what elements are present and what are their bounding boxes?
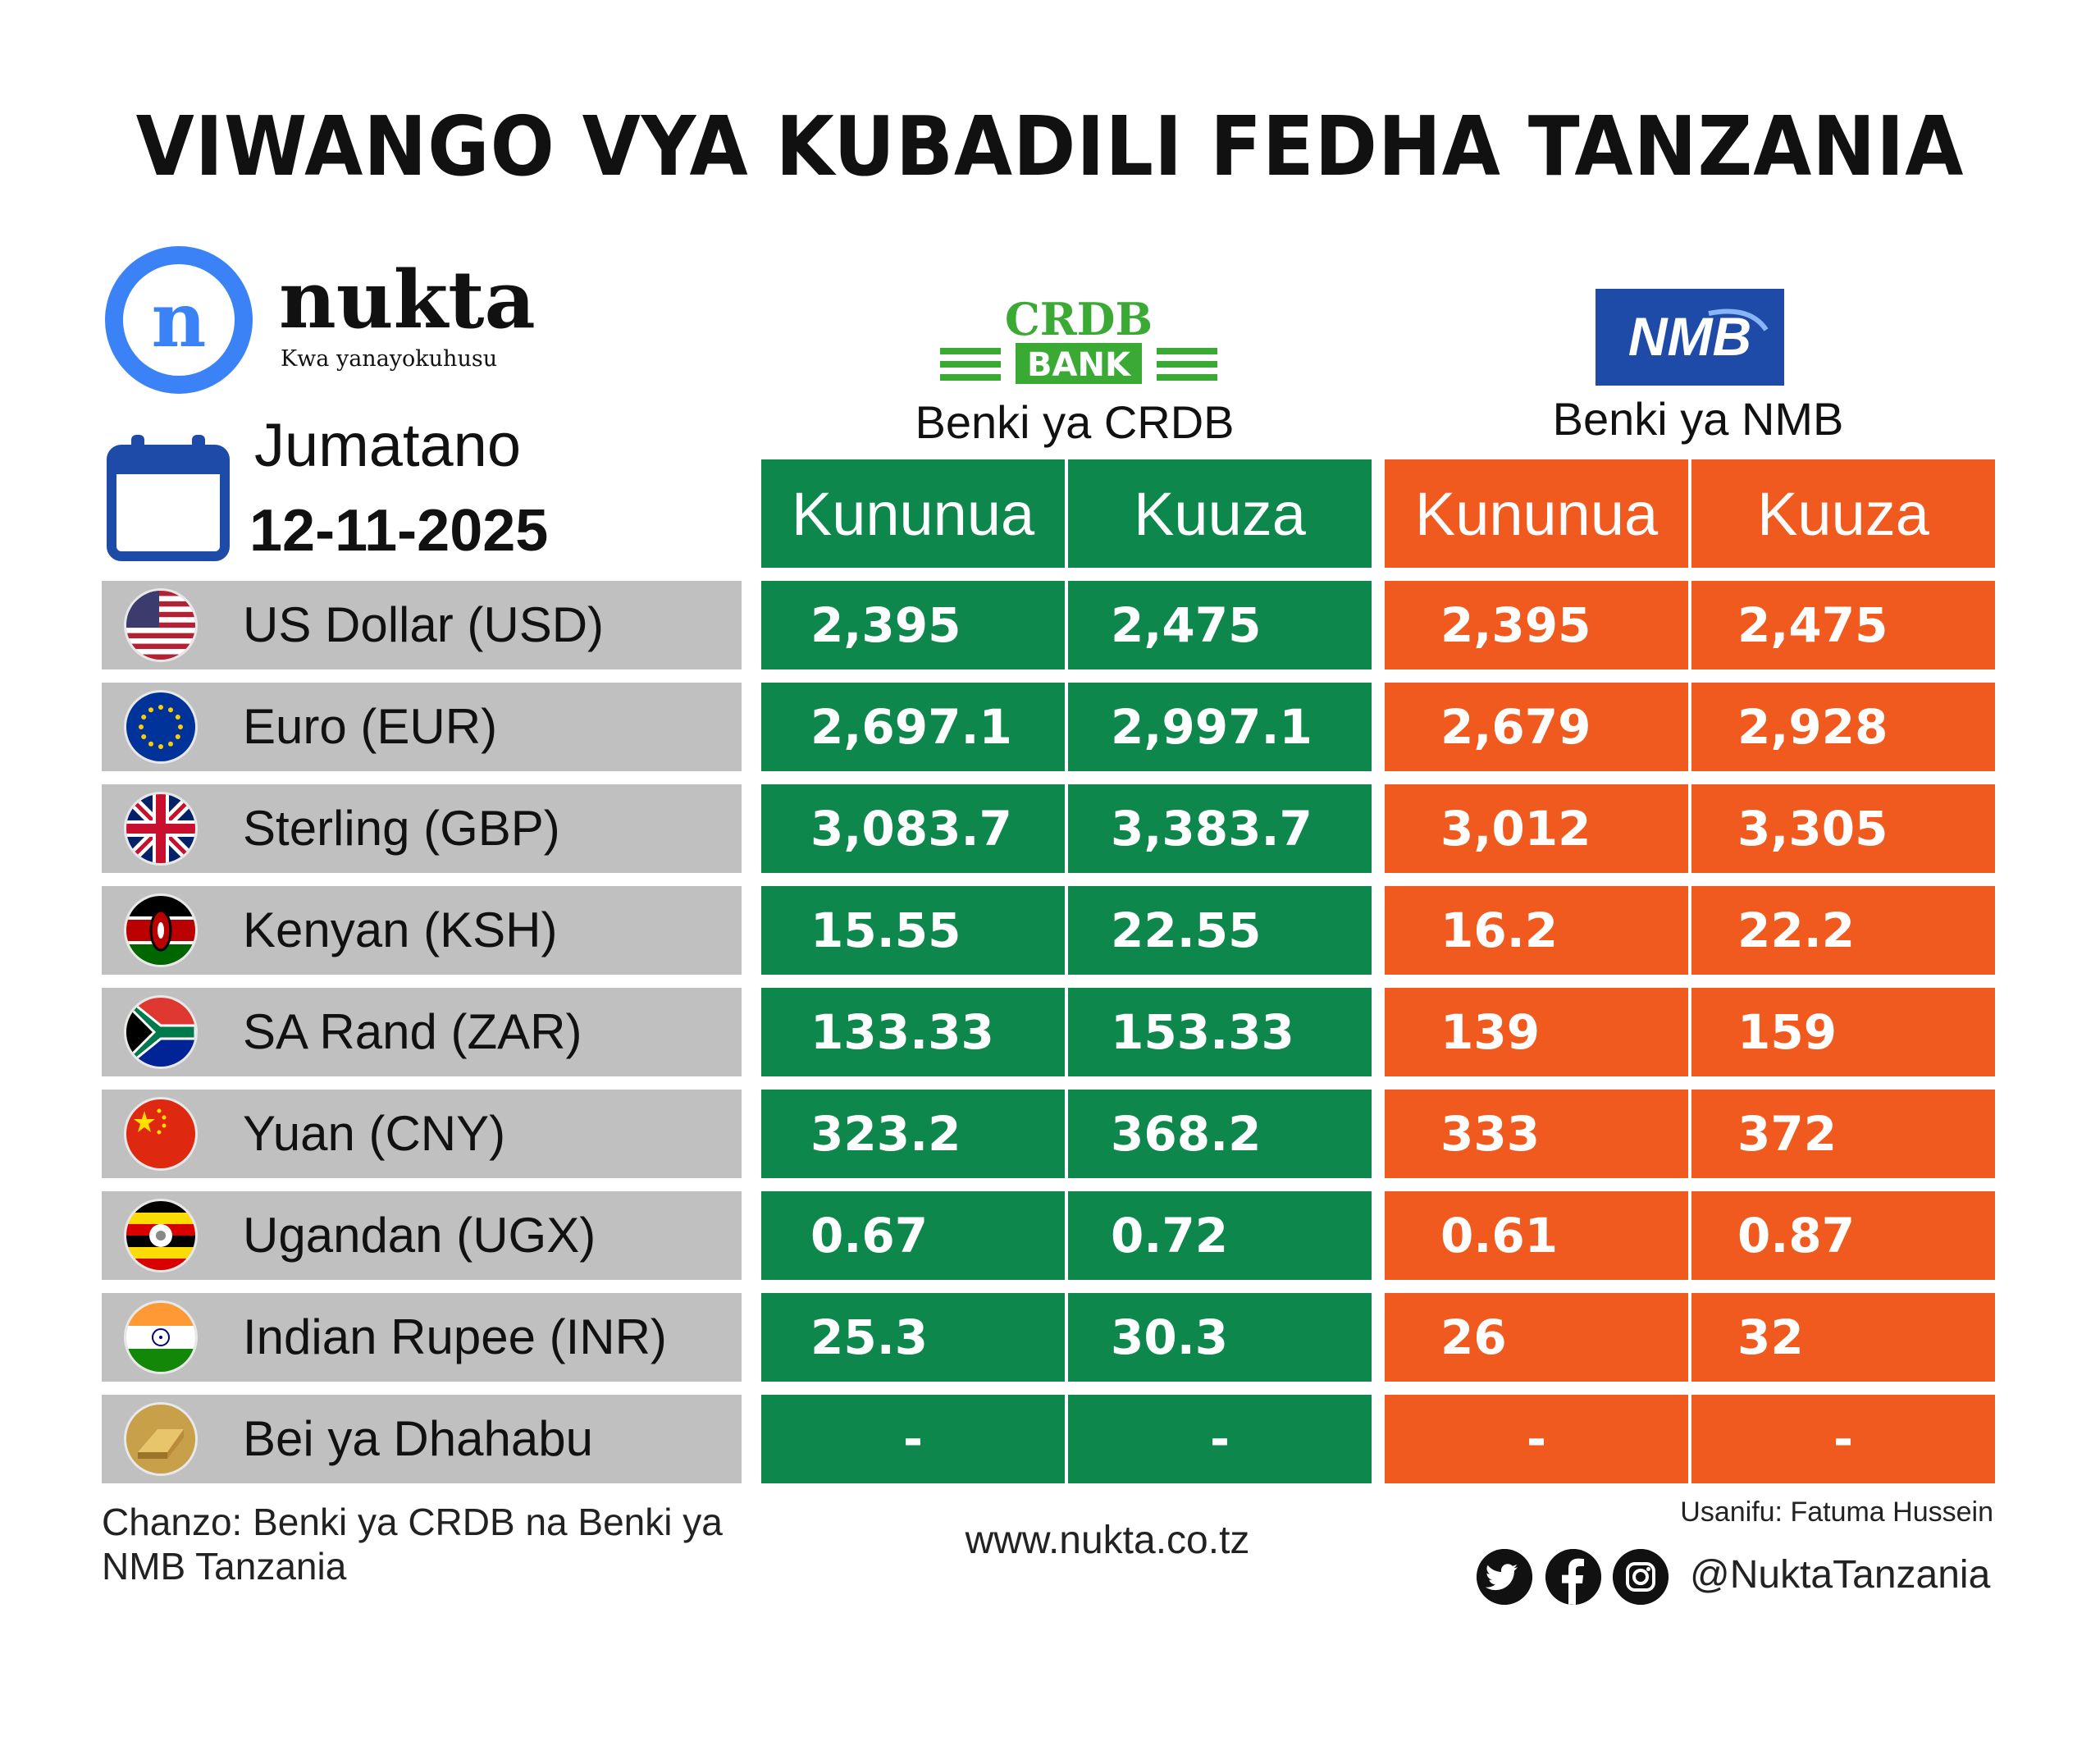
uk-flag-icon bbox=[126, 794, 195, 863]
facebook-icon[interactable] bbox=[1545, 1549, 1601, 1605]
currency-name: Bei ya Dhahabu bbox=[243, 1411, 593, 1466]
nmb-sell-cell: - bbox=[1691, 1395, 1995, 1483]
nmb-buy-cell: 139 bbox=[1385, 988, 1688, 1076]
nmb-buy-cell: 16.2 bbox=[1385, 886, 1688, 975]
crdb-buy-header: Kununua bbox=[761, 459, 1065, 568]
nmb-buy-cell: 26 bbox=[1385, 1293, 1688, 1382]
logo-letter: n bbox=[123, 264, 235, 376]
nmb-bank-name: Benki ya NMB bbox=[1552, 393, 1844, 445]
logo-wordmark: nukta bbox=[279, 254, 536, 346]
crdb-logo-icon: CRDB BANK bbox=[940, 293, 1217, 384]
crdb-sell-cell: - bbox=[1068, 1395, 1372, 1483]
crdb-sell-cell: 2,997.1 bbox=[1068, 683, 1372, 771]
svg-text:BANK: BANK bbox=[1027, 346, 1132, 384]
calendar-icon bbox=[107, 435, 230, 561]
svg-text:CRDB: CRDB bbox=[1005, 293, 1153, 345]
instagram-icon[interactable] bbox=[1613, 1549, 1669, 1605]
nmb-sell-cell: 32 bbox=[1691, 1293, 1995, 1382]
crdb-sell-cell: 30.3 bbox=[1068, 1293, 1372, 1382]
nmb-sell-header: Kuuza bbox=[1691, 459, 1995, 568]
south-africa-flag-icon bbox=[126, 998, 195, 1067]
nmb-sell-cell: 2,928 bbox=[1691, 683, 1995, 771]
twitter-icon[interactable] bbox=[1477, 1549, 1532, 1605]
kenya-flag-icon bbox=[126, 896, 195, 965]
social-handle[interactable]: @NuktaTanzania bbox=[1690, 1553, 1991, 1597]
currency-name: Ugandan (UGX) bbox=[243, 1208, 596, 1263]
website-link[interactable]: www.nukta.co.tz bbox=[965, 1519, 1250, 1562]
currency-name: US Dollar (USD) bbox=[243, 597, 605, 652]
crdb-sell-cell: 2,475 bbox=[1068, 581, 1372, 669]
currency-label-row: US Dollar (USD) bbox=[102, 581, 742, 669]
crdb-sell-header: Kuuza bbox=[1068, 459, 1372, 568]
currency-name: Euro (EUR) bbox=[243, 699, 498, 754]
crdb-buy-cell: 0.67 bbox=[761, 1191, 1065, 1280]
nmb-sell-cell: 0.87 bbox=[1691, 1191, 1995, 1280]
nmb-buy-header: Kununua bbox=[1385, 459, 1688, 568]
nmb-sell-cell: 159 bbox=[1691, 988, 1995, 1076]
nmb-swoosh-icon bbox=[1708, 308, 1769, 331]
crdb-buy-cell: 2,395 bbox=[761, 581, 1065, 669]
currency-label-row: Ugandan (UGX) bbox=[102, 1191, 742, 1280]
currency-label-row: Sterling (GBP) bbox=[102, 784, 742, 873]
day-name: Jumatano bbox=[254, 411, 521, 479]
currency-name: SA Rand (ZAR) bbox=[243, 1004, 582, 1059]
nukta-logo-icon: n bbox=[105, 246, 253, 394]
currency-label-row: Bei ya Dhahabu bbox=[102, 1395, 742, 1483]
nmb-buy-cell: - bbox=[1385, 1395, 1688, 1483]
currency-name: Kenyan (KSH) bbox=[243, 902, 558, 957]
crdb-buy-cell: 3,083.7 bbox=[761, 784, 1065, 873]
crdb-sell-cell: 3,383.7 bbox=[1068, 784, 1372, 873]
nmb-logo-text: NMB bbox=[1628, 306, 1752, 367]
currency-name: Indian Rupee (INR) bbox=[243, 1309, 667, 1364]
crdb-buy-cell: 25.3 bbox=[761, 1293, 1065, 1382]
nmb-sell-cell: 3,305 bbox=[1691, 784, 1995, 873]
eu-flag-icon bbox=[126, 692, 195, 761]
crdb-buy-cell: 133.33 bbox=[761, 988, 1065, 1076]
currency-label-row: Indian Rupee (INR) bbox=[102, 1293, 742, 1382]
crdb-buy-cell: 323.2 bbox=[761, 1090, 1065, 1178]
logo-tagline: Kwa yanayokuhusu bbox=[281, 346, 498, 372]
gold-icon bbox=[126, 1405, 195, 1474]
nmb-buy-cell: 2,679 bbox=[1385, 683, 1688, 771]
crdb-buy-cell: - bbox=[761, 1395, 1065, 1483]
currency-name: Sterling (GBP) bbox=[243, 801, 560, 856]
currency-label-row: Kenyan (KSH) bbox=[102, 886, 742, 975]
page-title: VIWANGO VYA KUBADILI FEDHA TANZANIA bbox=[135, 98, 1965, 194]
crdb-sell-cell: 368.2 bbox=[1068, 1090, 1372, 1178]
crdb-sell-cell: 0.72 bbox=[1068, 1191, 1372, 1280]
nmb-sell-cell: 22.2 bbox=[1691, 886, 1995, 975]
nmb-buy-cell: 2,395 bbox=[1385, 581, 1688, 669]
nmb-buy-cell: 0.61 bbox=[1385, 1191, 1688, 1280]
nmb-buy-cell: 3,012 bbox=[1385, 784, 1688, 873]
currency-label-row: Yuan (CNY) bbox=[102, 1090, 742, 1178]
nmb-buy-cell: 333 bbox=[1385, 1090, 1688, 1178]
currency-label-row: Euro (EUR) bbox=[102, 683, 742, 771]
india-flag-icon bbox=[126, 1303, 195, 1372]
source-note: Chanzo: Benki ya CRDB na Benki ya NMB Ta… bbox=[102, 1501, 723, 1588]
usa-flag-icon bbox=[126, 591, 195, 660]
uganda-flag-icon bbox=[126, 1201, 195, 1270]
crdb-buy-cell: 2,697.1 bbox=[761, 683, 1065, 771]
nmb-logo-icon: NMB bbox=[1596, 289, 1784, 386]
nmb-sell-cell: 2,475 bbox=[1691, 581, 1995, 669]
currency-label-row: SA Rand (ZAR) bbox=[102, 988, 742, 1076]
crdb-sell-cell: 153.33 bbox=[1068, 988, 1372, 1076]
currency-name: Yuan (CNY) bbox=[243, 1106, 506, 1161]
china-flag-icon bbox=[126, 1099, 195, 1168]
nmb-sell-cell: 372 bbox=[1691, 1090, 1995, 1178]
crdb-buy-cell: 15.55 bbox=[761, 886, 1065, 975]
date-text: 12-11-2025 bbox=[249, 498, 549, 564]
designer-credit: Usanifu: Fatuma Hussein bbox=[1680, 1496, 1993, 1528]
crdb-bank-name: Benki ya CRDB bbox=[915, 396, 1235, 448]
crdb-sell-cell: 22.55 bbox=[1068, 886, 1372, 975]
